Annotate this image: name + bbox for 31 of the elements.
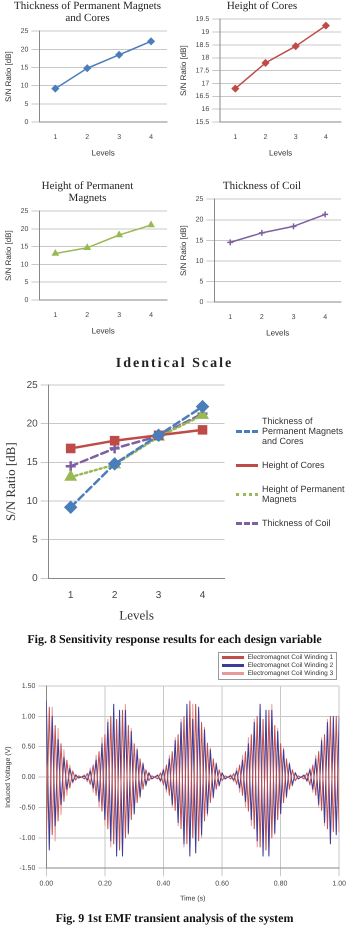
chart-title: Height of Permanent Magnets — [40, 180, 134, 204]
y-tick-label: 0 — [32, 573, 38, 584]
caption: Fig. 9 1st EMF transient analysis of the system — [54, 911, 294, 926]
y-axis-title: S/N Ratio [dB] — [3, 442, 18, 522]
legend-label: Height of Cores — [262, 460, 325, 470]
y-tick-label: 10 — [26, 496, 38, 507]
legend-label: Height of Permanent Magnets — [262, 484, 346, 504]
chart-title: Thickness of Coil — [222, 180, 302, 192]
y-tick-label: 15 — [26, 457, 38, 468]
y-axis-title: S/N Ratio [dB] — [4, 51, 14, 102]
x-tick-label: 4 — [200, 590, 206, 602]
x-tick-label: 3 — [156, 590, 162, 602]
y-axis-title: S/N Ratio [dB] — [179, 225, 188, 276]
x-axis-title: Levels — [92, 148, 115, 158]
y-tick-label: 25 — [26, 380, 38, 391]
chart-title: Thickness of Permanent Magnets and Cores — [13, 0, 162, 24]
x-axis-title: Levels — [269, 148, 292, 158]
y-axis-title: S/N Ratio [dB] — [4, 230, 14, 281]
legend-label: Thickness of Coil — [262, 518, 331, 528]
x-axis-title: Levels — [92, 326, 115, 336]
x-tick-label: 1 — [68, 590, 74, 602]
y-tick-label: 20 — [26, 418, 38, 430]
chart-title: Height of Cores — [226, 0, 298, 12]
y-axis-title: S/N Ratio [dB] — [179, 45, 188, 96]
chart-title: Identical Scale — [114, 356, 234, 372]
caption: Fig. 8 Sensitivity response results for each design variable — [26, 632, 323, 647]
x-axis-title: Levels — [119, 608, 154, 623]
legend-label: Thickness of Permanent Magnets and Cores — [262, 416, 344, 446]
x-tick-label: 2 — [112, 590, 118, 602]
y-tick-label: 5 — [32, 534, 38, 546]
x-axis-title: Levels — [266, 328, 290, 338]
